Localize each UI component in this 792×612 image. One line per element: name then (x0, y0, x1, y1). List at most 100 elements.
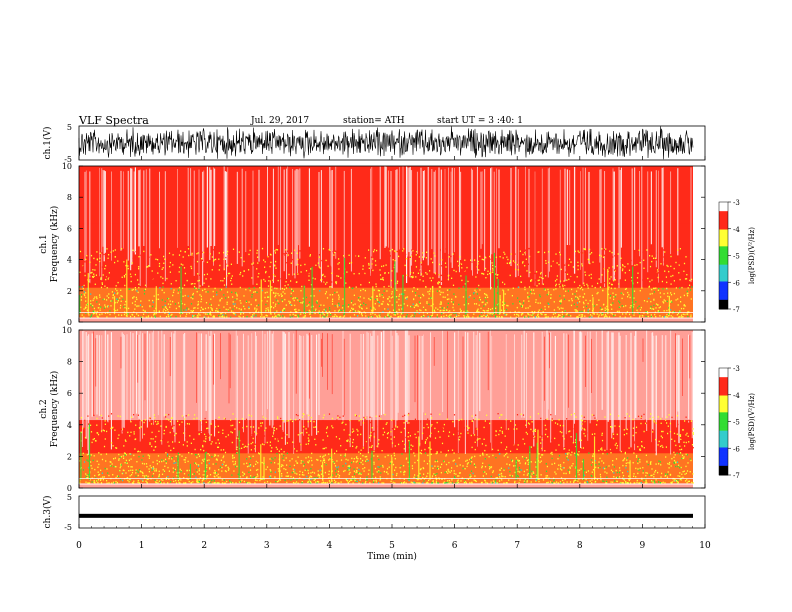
speckle-dot (273, 274, 275, 276)
speckle-dot (449, 316, 451, 318)
speckle-dot (360, 289, 362, 292)
speckle-dot (170, 417, 172, 419)
speckle-dot (399, 315, 401, 317)
speckle-dot (633, 419, 635, 422)
speckle-dot (293, 299, 295, 302)
speckle-dot (460, 260, 463, 262)
speckle-dot (422, 482, 424, 484)
speckle-dot (247, 443, 250, 446)
speckle-dot (524, 252, 526, 254)
speckle-dot (207, 316, 209, 318)
speckle-dot (587, 287, 589, 289)
speckle-dot (594, 417, 596, 419)
speckle-dot (90, 303, 92, 305)
speckle-dot (689, 458, 691, 460)
speckle-dot (622, 475, 625, 477)
speckle-dot (210, 278, 212, 280)
speckle-dot (254, 448, 256, 450)
speckle-dot (85, 300, 87, 302)
speckle-dot (367, 256, 369, 258)
speckle-dot (405, 482, 407, 484)
speckle-dot (232, 296, 234, 298)
speckle-dot (651, 260, 653, 263)
speckle-dot (670, 465, 672, 467)
speckle-dot (429, 288, 432, 290)
speckle-dot (205, 435, 207, 438)
speckle-dot (512, 303, 514, 305)
speckle-dot (492, 470, 494, 472)
speckle-dot (451, 449, 454, 451)
speckle-dot (584, 435, 586, 437)
speckle-dot (334, 310, 336, 312)
speckle-dot (173, 477, 175, 479)
speckle-dot (93, 312, 95, 314)
speckle-dot (627, 291, 629, 294)
speckle-dot (635, 456, 638, 458)
speckle-dot (209, 312, 212, 314)
speckle-dot (275, 294, 277, 296)
speckle-dot (280, 311, 282, 313)
speckle-dot (654, 284, 656, 286)
speckle-dot (684, 445, 686, 447)
speckle-dot (634, 264, 636, 266)
speckle-dot (246, 316, 248, 318)
speckle-dot (337, 416, 339, 419)
speckle-dot (637, 277, 639, 279)
speckle-dot (436, 451, 438, 453)
speckle-dot (523, 470, 525, 473)
speckle-dot (338, 309, 340, 311)
speckle-dot (347, 306, 349, 308)
speckle-dot (196, 274, 199, 277)
speckle-dot (462, 467, 464, 470)
speckle-dot (154, 417, 156, 419)
speckle-dot (99, 259, 101, 262)
speckle-dot (623, 459, 625, 461)
speckle-dot (134, 448, 136, 450)
speckle-dot (486, 294, 488, 296)
speckle-dot (335, 315, 337, 317)
speckle-dot (596, 292, 598, 295)
speckle-dot (97, 255, 99, 257)
speckle-dot (286, 464, 288, 466)
speckle-dot (355, 272, 357, 274)
speckle-dot (689, 284, 691, 286)
speckle-dot (319, 267, 321, 269)
speckle-dot (226, 301, 228, 303)
speckle-dot (198, 468, 200, 470)
speckle-dot (273, 307, 275, 309)
speckle-dot (463, 427, 465, 429)
speckle-dot (181, 426, 184, 428)
speckle-dot (377, 316, 379, 318)
speckle-dot (451, 277, 453, 279)
speckle-dot (628, 482, 630, 484)
speckle-dot (101, 282, 103, 284)
speckle-dot (475, 418, 477, 420)
speckle-dot (119, 466, 121, 469)
speckle-dot (116, 289, 118, 292)
speckle-dot (517, 263, 519, 266)
speckle-dot (496, 303, 499, 306)
speckle-dot (443, 481, 445, 483)
speckle-dot (581, 314, 584, 316)
speckle-dot (405, 436, 407, 439)
speckle-dot (655, 438, 657, 441)
speckle-dot (398, 443, 400, 446)
speckle-dot (269, 253, 272, 256)
speckle-dot (556, 262, 558, 264)
speckle-dot (583, 248, 585, 250)
speckle-dot (439, 466, 442, 468)
speckle-dot (639, 261, 641, 264)
speckle-dot (403, 481, 406, 483)
speckle-dot (403, 422, 405, 424)
speckle-dot (487, 296, 489, 298)
speckle-dot (381, 265, 383, 268)
speckle-dot (252, 441, 254, 444)
speckle-dot (324, 471, 326, 474)
speckle-dot (165, 462, 167, 464)
speckle-dot (278, 302, 280, 305)
speckle-dot (173, 256, 175, 259)
speckle-dot (106, 299, 108, 301)
speckle-dot (124, 311, 126, 313)
speckle-dot (429, 290, 431, 292)
speckle-dot (450, 470, 452, 472)
